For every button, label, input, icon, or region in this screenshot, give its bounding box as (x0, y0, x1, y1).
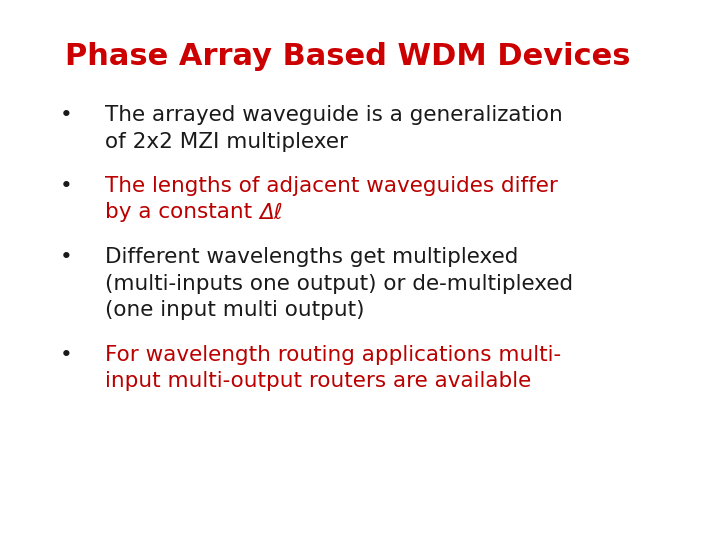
Text: by a constant: by a constant (105, 202, 259, 222)
Text: (one input multi output): (one input multi output) (105, 300, 364, 320)
Text: of 2x2 MZI multiplexer: of 2x2 MZI multiplexer (105, 132, 348, 152)
Text: •: • (60, 247, 73, 267)
Text: •: • (60, 176, 73, 196)
Text: For wavelength routing applications multi-: For wavelength routing applications mult… (105, 345, 561, 364)
Text: Δℓ: Δℓ (259, 202, 283, 222)
Text: •: • (60, 105, 73, 125)
Text: •: • (60, 345, 73, 364)
Text: Different wavelengths get multiplexed: Different wavelengths get multiplexed (105, 247, 518, 267)
Text: The lengths of adjacent waveguides differ: The lengths of adjacent waveguides diffe… (105, 176, 558, 196)
Text: Phase Array Based WDM Devices: Phase Array Based WDM Devices (65, 42, 631, 71)
Text: The arrayed waveguide is a generalization: The arrayed waveguide is a generalizatio… (105, 105, 563, 125)
Text: (multi-inputs one output) or de-multiplexed: (multi-inputs one output) or de-multiple… (105, 273, 573, 294)
Text: input multi-output routers are available: input multi-output routers are available (105, 371, 531, 391)
